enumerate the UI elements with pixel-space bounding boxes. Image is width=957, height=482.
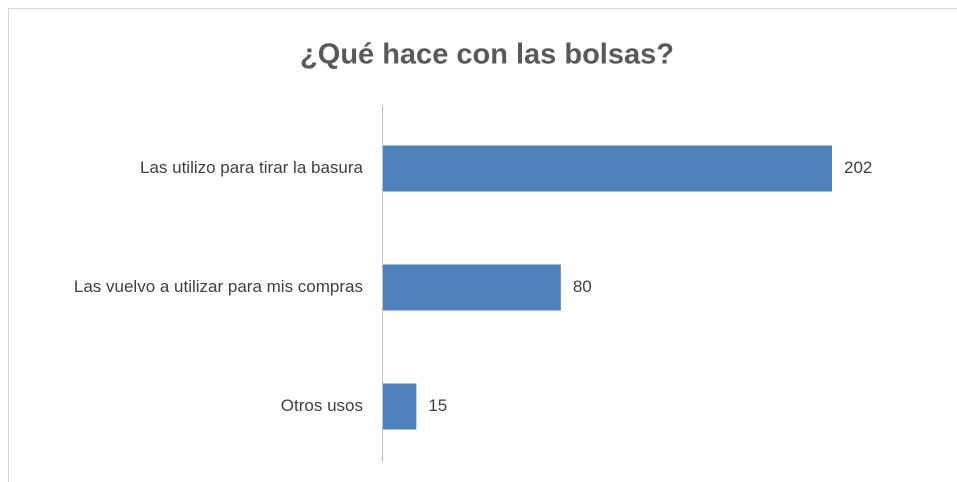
bar xyxy=(383,145,832,192)
bar xyxy=(383,264,561,311)
bar xyxy=(383,383,417,430)
chart-title: ¿Qué hace con las bolsas? xyxy=(300,39,674,71)
category-label: Otros usos xyxy=(281,396,363,415)
value-label: 80 xyxy=(573,277,592,296)
category-label: Las utilizo para tirar la basura xyxy=(140,158,364,177)
value-label: 202 xyxy=(844,158,872,177)
value-label: 15 xyxy=(428,396,447,415)
category-label: Las vuelvo a utilizar para mis compras xyxy=(74,277,363,296)
